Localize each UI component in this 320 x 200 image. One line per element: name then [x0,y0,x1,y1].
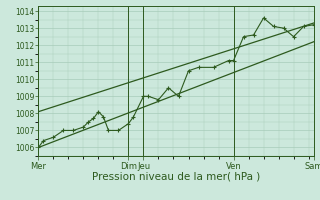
X-axis label: Pression niveau de la mer( hPa ): Pression niveau de la mer( hPa ) [92,172,260,182]
